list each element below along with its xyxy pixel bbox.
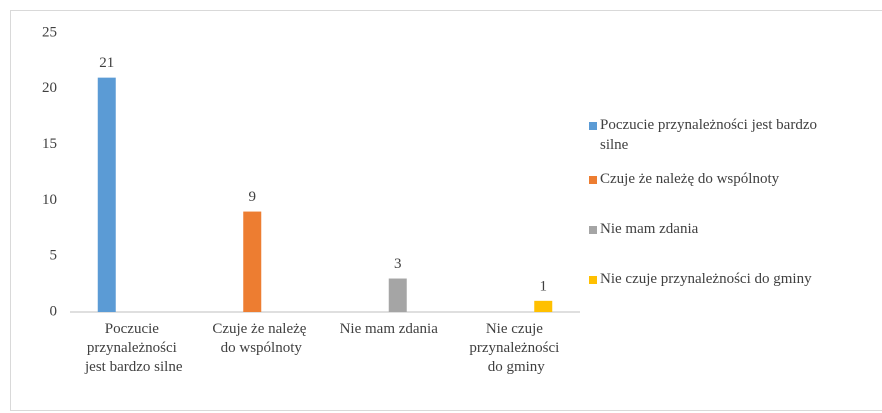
x-tick-label: Poczucie przynależności jest bardzo siln… xyxy=(84,321,183,375)
x-tick-label: Czuje że należę do wspólnoty xyxy=(212,321,310,356)
y-tick-label: 25 xyxy=(42,24,57,40)
legend-swatch xyxy=(589,226,597,234)
data-label: 9 xyxy=(249,189,257,205)
legend-label: Czuje że należę do wspólnoty xyxy=(600,171,780,187)
legend-label: Nie mam zdania xyxy=(600,221,699,237)
y-tick-label: 5 xyxy=(50,248,58,264)
bar xyxy=(534,300,553,312)
y-tick-label: 15 xyxy=(42,136,57,152)
y-tick-label: 0 xyxy=(50,303,58,319)
data-label: 1 xyxy=(540,278,548,294)
y-tick-label: 20 xyxy=(42,80,57,96)
bar xyxy=(243,211,262,312)
legend-label: Poczucie przynależności jest bardzo siln… xyxy=(600,117,821,153)
legend-label: Nie czuje przynależności do gminy xyxy=(600,271,812,287)
legend-swatch xyxy=(589,276,597,284)
legend-swatch xyxy=(589,176,597,184)
y-tick-label: 10 xyxy=(42,192,57,208)
chart-border xyxy=(10,10,882,411)
x-tick-label: Nie mam zdania xyxy=(340,321,439,337)
x-tick-label: Nie czuje przynależności do gminy xyxy=(469,321,563,375)
bar xyxy=(388,278,407,312)
data-label: 3 xyxy=(394,256,402,272)
bar xyxy=(97,77,116,312)
data-label: 21 xyxy=(99,55,114,71)
legend-swatch xyxy=(589,122,597,130)
